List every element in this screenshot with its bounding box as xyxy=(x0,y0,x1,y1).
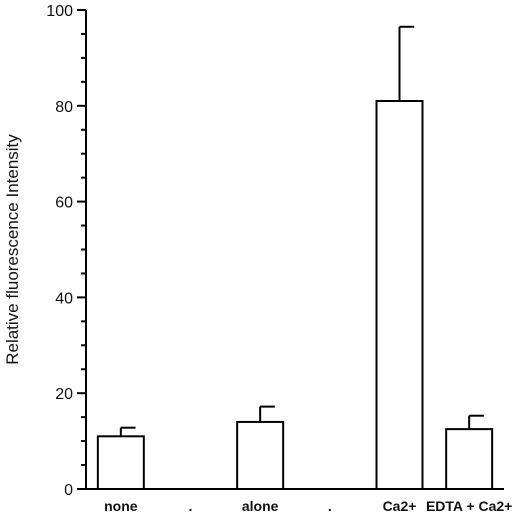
y-tick-label: 80 xyxy=(55,99,73,116)
x-tick-label: . xyxy=(328,498,332,514)
bars xyxy=(96,25,494,490)
bar xyxy=(375,100,424,490)
x-tick-label: . xyxy=(189,498,193,514)
y-axis-ticks: 0 20 40 60 80 100 xyxy=(46,3,86,499)
x-tick-label: Ca2+ xyxy=(383,498,417,514)
x-tick-label: EDTA + Ca2+ xyxy=(426,498,512,514)
y-tick-label: 0 xyxy=(64,482,73,499)
x-tick-label: alone xyxy=(242,498,279,514)
y-tick-label: 60 xyxy=(55,195,73,212)
y-tick-label: 100 xyxy=(46,3,73,20)
x-tick-label: none xyxy=(104,498,138,514)
bar xyxy=(236,420,285,490)
bar xyxy=(96,435,145,490)
y-tick-label: 40 xyxy=(55,290,73,307)
category-labels: none. alone. Ca2+ EDTA + Ca2+ xyxy=(104,498,512,514)
y-tick-label: 20 xyxy=(55,386,73,403)
y-axis-title: Relative fluorescence Intensity xyxy=(3,134,22,365)
bar xyxy=(445,428,494,490)
